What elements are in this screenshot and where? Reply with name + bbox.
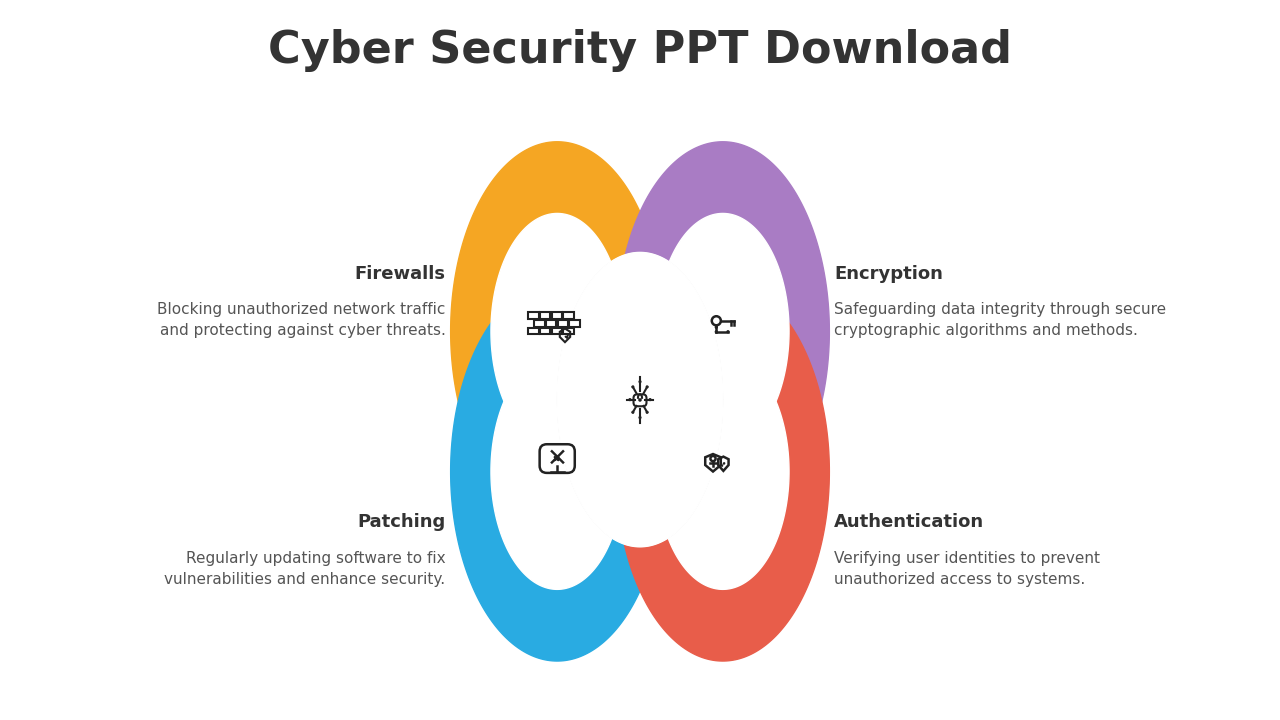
Text: Authentication: Authentication bbox=[835, 513, 984, 531]
Text: Cyber Security PPT Download: Cyber Security PPT Download bbox=[268, 29, 1012, 72]
Text: Regularly updating software to fix
vulnerabilities and enhance security.: Regularly updating software to fix vulne… bbox=[164, 551, 445, 587]
Circle shape bbox=[646, 386, 648, 388]
Text: Encryption: Encryption bbox=[835, 265, 943, 283]
Circle shape bbox=[639, 417, 641, 418]
Text: Patching: Patching bbox=[357, 513, 445, 531]
Text: Safeguarding data integrity through secure
cryptographic algorithms and methods.: Safeguarding data integrity through secu… bbox=[835, 302, 1166, 338]
Text: ✕: ✕ bbox=[547, 446, 568, 471]
Text: Firewalls: Firewalls bbox=[355, 265, 445, 283]
Circle shape bbox=[639, 399, 641, 401]
Text: Blocking unauthorized network traffic
and protecting against cyber threats.: Blocking unauthorized network traffic an… bbox=[157, 302, 445, 338]
Polygon shape bbox=[492, 213, 623, 449]
Circle shape bbox=[639, 381, 641, 382]
Circle shape bbox=[716, 326, 717, 328]
Polygon shape bbox=[616, 282, 829, 661]
Circle shape bbox=[716, 330, 717, 333]
Circle shape bbox=[632, 411, 634, 413]
Circle shape bbox=[727, 330, 728, 333]
Polygon shape bbox=[657, 213, 788, 449]
Circle shape bbox=[632, 386, 634, 388]
Circle shape bbox=[628, 399, 631, 400]
Circle shape bbox=[649, 399, 652, 400]
Polygon shape bbox=[616, 142, 829, 521]
Polygon shape bbox=[451, 142, 664, 521]
Polygon shape bbox=[492, 354, 623, 590]
Polygon shape bbox=[657, 354, 788, 590]
Polygon shape bbox=[451, 282, 664, 661]
Polygon shape bbox=[557, 253, 723, 546]
Circle shape bbox=[646, 411, 648, 413]
Text: Verifying user identities to prevent
unauthorized access to systems.: Verifying user identities to prevent una… bbox=[835, 551, 1101, 587]
